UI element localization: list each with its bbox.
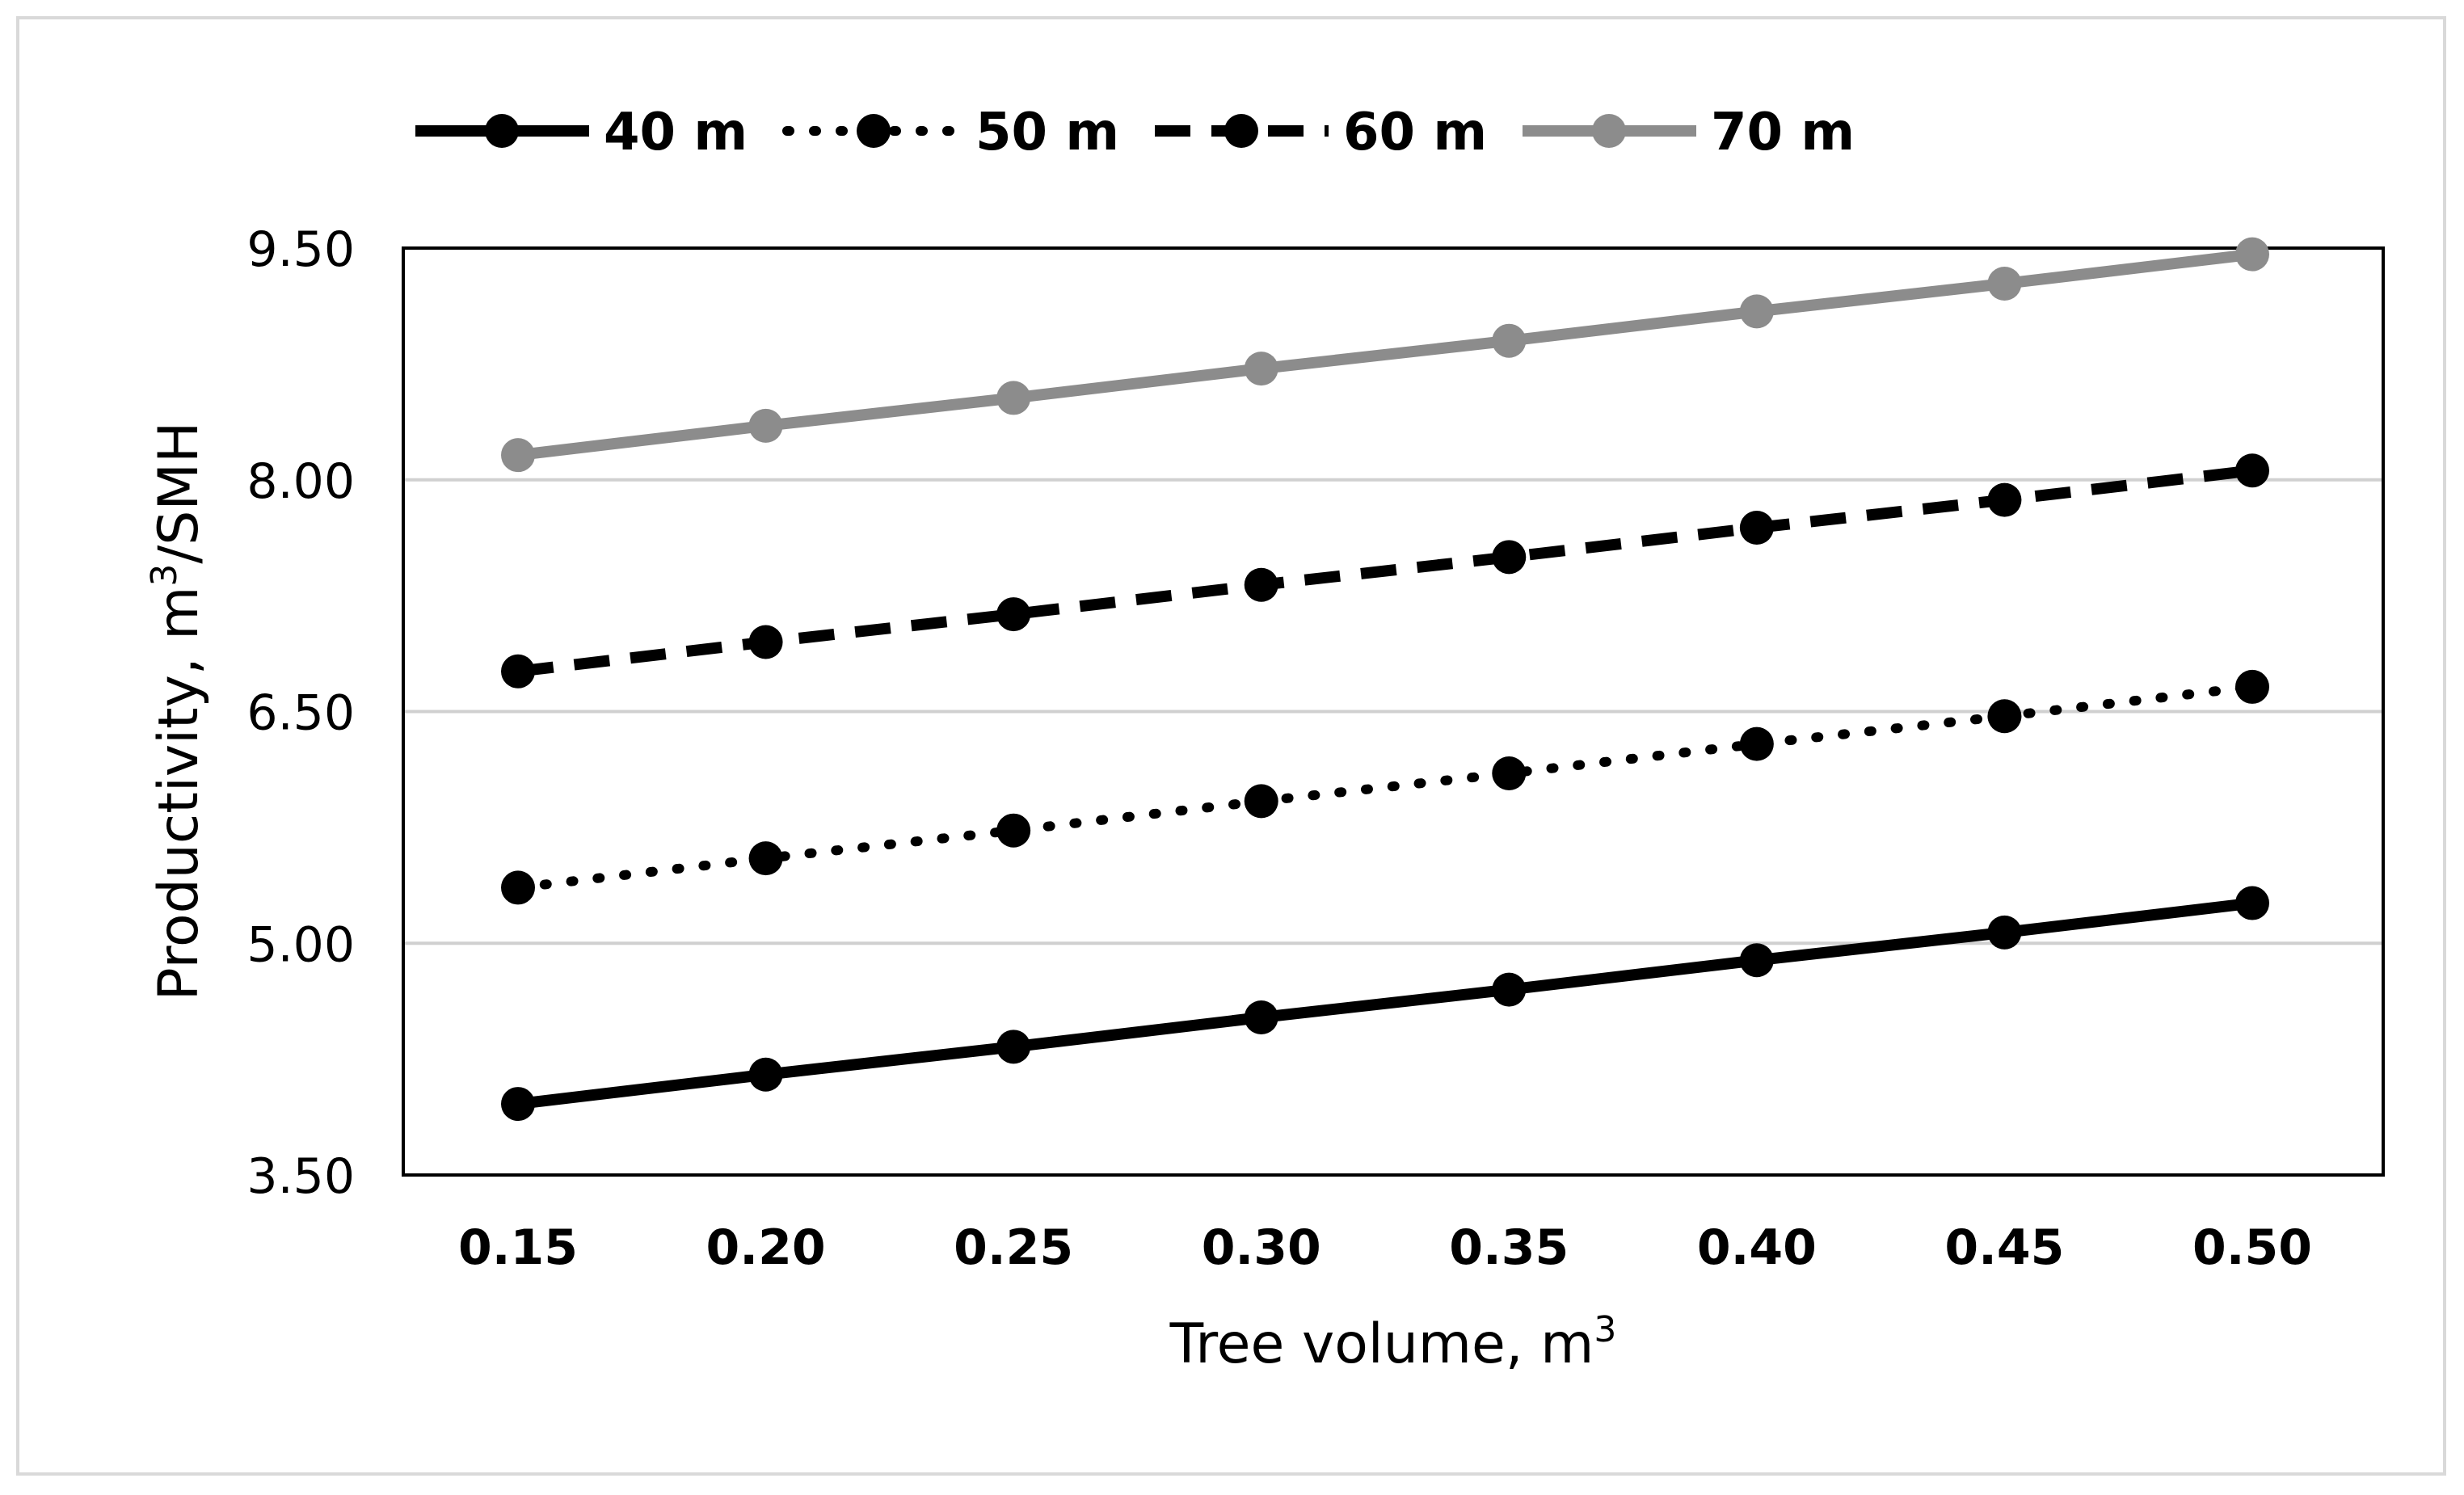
data-point (1492, 540, 1527, 575)
data-point (996, 813, 1031, 848)
data-point (1492, 756, 1527, 790)
x-axis-title: Tree volume, m3 (1169, 1309, 1617, 1376)
data-point (2235, 237, 2269, 272)
legend-label: 50 m (975, 103, 1119, 162)
x-tick-label: 0.20 (706, 1219, 826, 1276)
data-point (501, 438, 535, 473)
legend-marker (1224, 114, 1258, 148)
y-tick-label: 3.50 (246, 1148, 355, 1205)
x-tick-label: 0.35 (1449, 1219, 1569, 1276)
legend-marker (1592, 114, 1626, 148)
legend-label: 40 m (604, 103, 748, 162)
legend-item: 50 m (782, 103, 1119, 162)
x-axis-ticks: 0.15 0.20 0.25 0.30 0.35 0.40 0.45 0.50 (458, 1219, 2312, 1276)
data-point (2235, 886, 2269, 920)
x-tick-label: 0.30 (1202, 1219, 1321, 1276)
data-point (2235, 453, 2269, 488)
y-axis-ticks: 3.50 5.00 6.50 8.00 9.50 (246, 221, 355, 1205)
y-tick-label: 6.50 (246, 685, 355, 742)
data-point (1244, 567, 1278, 602)
legend-item: 70 m (1523, 103, 1855, 162)
data-point (1987, 699, 2022, 734)
series-line (517, 248, 2253, 461)
series-40-m (501, 886, 2269, 1122)
x-tick-label: 0.45 (1944, 1219, 2064, 1276)
data-point (996, 1030, 1031, 1064)
series-60-m (501, 453, 2269, 689)
plot-area (402, 246, 2385, 1177)
y-axis-title: Productivity, m3/SMH (144, 422, 211, 1000)
data-point (501, 654, 535, 689)
y-tick-label: 5.00 (246, 916, 355, 973)
series-line (513, 681, 2257, 893)
data-point (1987, 482, 2022, 517)
data-point (1244, 784, 1278, 819)
x-axis-title-superscript: 3 (1594, 1309, 1616, 1350)
data-point (1244, 352, 1278, 386)
data-point (1987, 266, 2022, 301)
chart-frame: 3.50 5.00 6.50 8.00 9.50 0.15 0.20 0.25 0.30 0.3… (16, 16, 2446, 1476)
legend-label: 70 m (1711, 103, 1855, 162)
series-line (517, 465, 2253, 677)
data-point (748, 625, 783, 659)
legend-marker (857, 114, 891, 148)
legend-item: 60 m (1155, 103, 1487, 162)
data-point (996, 381, 1031, 415)
data-point (2235, 669, 2269, 704)
series-group (501, 237, 2269, 1122)
gridlines (403, 478, 2383, 945)
line-chart: 3.50 5.00 6.50 8.00 9.50 0.15 0.20 0.25 0.30 0.3… (144, 103, 2385, 1376)
x-tick-label: 0.50 (2192, 1219, 2312, 1276)
series-50-m (501, 669, 2269, 905)
y-tick-label: 8.00 (246, 453, 355, 510)
data-point (748, 841, 783, 876)
data-point (1739, 943, 1774, 978)
legend-marker (485, 114, 519, 148)
data-point (1244, 1000, 1278, 1035)
data-point (1739, 726, 1774, 761)
data-point (1739, 294, 1774, 329)
legend-label: 60 m (1343, 103, 1487, 162)
data-point (1987, 915, 2022, 950)
y-axis-title-superscript: 3 (144, 564, 185, 587)
x-tick-label: 0.15 (458, 1219, 578, 1276)
data-point (501, 1087, 535, 1122)
x-tick-label: 0.40 (1697, 1219, 1817, 1276)
data-point (1492, 323, 1527, 358)
series-line (517, 897, 2253, 1110)
data-point (748, 1057, 783, 1092)
legend-item: 40 m (415, 103, 748, 162)
data-point (501, 870, 535, 905)
series-70-m (501, 237, 2269, 473)
data-point (996, 597, 1031, 632)
y-tick-label: 9.50 (246, 221, 355, 278)
x-tick-label: 0.25 (954, 1219, 1073, 1276)
data-point (748, 408, 783, 443)
data-point (1739, 511, 1774, 545)
data-point (1492, 972, 1527, 1007)
legend: 40 m 50 m 60 m 70 m (415, 103, 1855, 162)
